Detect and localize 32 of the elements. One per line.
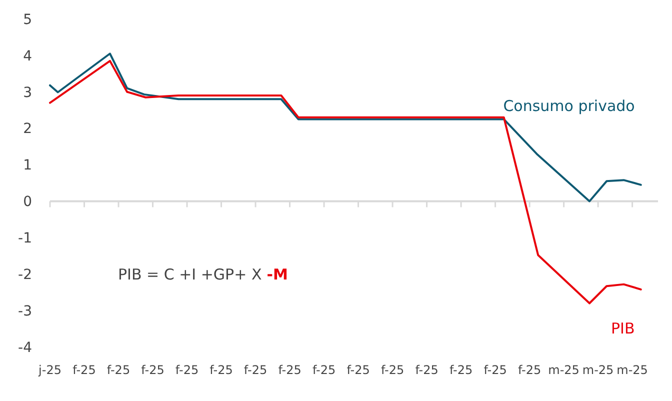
x-tick-label: f-25: [210, 363, 233, 377]
y-tick-label: -1: [18, 230, 32, 247]
y-tick-label: 3: [23, 84, 32, 101]
x-tick-label: f-25: [518, 363, 542, 377]
x-tick-label: f-25: [415, 363, 438, 377]
x-tick-label: f-25: [278, 363, 302, 377]
y-tick-label: -2: [18, 267, 32, 284]
annotation: PIB = C +I +GP+ X: [118, 265, 262, 284]
x-tick-label: f-25: [380, 363, 404, 377]
y-tick-label: 4: [23, 48, 32, 64]
x-tick-label: f-25: [72, 363, 96, 377]
y-tick-label: -4: [18, 340, 32, 356]
x-tick-label: m-25: [548, 363, 580, 377]
x-tick-label: f-25: [106, 363, 130, 377]
x-tick-label: f-25: [312, 363, 336, 377]
x-tick-label: f-25: [484, 363, 507, 377]
y-tick-label: 2: [23, 121, 32, 138]
y-tick-label: 5: [23, 12, 32, 28]
x-tick-label: f-25: [141, 363, 164, 377]
x-tick-label: f-25: [346, 363, 370, 377]
x-tick-label: f-25: [175, 363, 199, 377]
x-tick-label: m-25: [616, 363, 648, 377]
annotation: -M: [266, 265, 288, 284]
y-tick-label: 0: [23, 194, 32, 210]
x-tick-label: f-25: [449, 363, 473, 377]
x-tick-label: f-25: [244, 363, 268, 377]
x-tick-label: j-25: [38, 363, 62, 377]
y-tick-label: -3: [18, 303, 32, 320]
y-tick-label: 1: [23, 158, 32, 174]
x-tick-label: m-25: [582, 363, 614, 377]
series-label: Consumo privado: [503, 96, 635, 115]
series-label: PIB: [610, 319, 635, 338]
